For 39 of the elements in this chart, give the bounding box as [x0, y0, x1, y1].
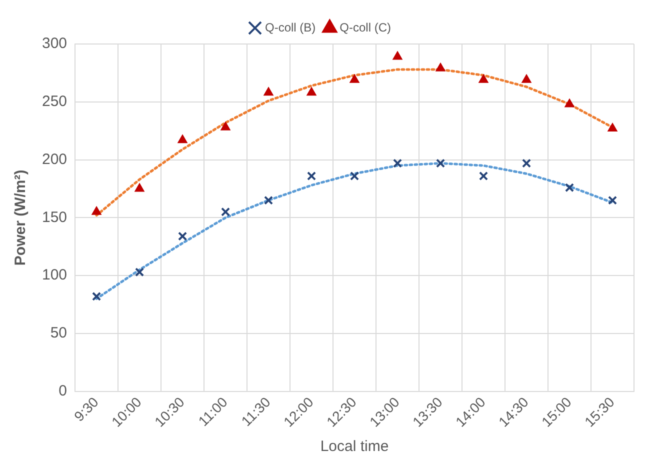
x-tick-label: 9:30: [70, 394, 102, 424]
point: [608, 196, 618, 205]
point: [350, 171, 360, 181]
point: [436, 62, 446, 72]
y-tick-label: 50: [50, 324, 68, 342]
point: [92, 206, 102, 215]
point: [436, 158, 446, 168]
point: [608, 123, 618, 132]
y-tick-label: 100: [42, 266, 68, 284]
point: [564, 183, 574, 192]
point: [306, 171, 316, 181]
y-tick-label: 250: [42, 93, 68, 110]
point: [478, 74, 488, 83]
point: [478, 171, 488, 181]
point: [134, 268, 144, 277]
point: [522, 74, 532, 83]
point: [220, 207, 230, 216]
x-axis-title: Local time: [320, 438, 389, 456]
y-tick-label: 300: [42, 35, 68, 52]
point: [220, 122, 230, 130]
line-series: [95, 162, 614, 300]
point: [392, 51, 402, 60]
point: [392, 158, 402, 168]
y-tick-label: 150: [42, 208, 68, 226]
point: [306, 87, 316, 96]
y-tick-label: 0: [58, 382, 68, 400]
point: [350, 74, 360, 83]
point: [178, 134, 188, 144]
point: [92, 292, 102, 301]
legend-label: Q-coll (C): [340, 20, 391, 34]
point: [564, 98, 574, 108]
point: [264, 196, 274, 205]
y-tick-label: 200: [42, 150, 68, 168]
y-axis-title: Power (W/m²): [12, 170, 30, 266]
legend-label: Q-coll (B): [265, 20, 316, 34]
point: [522, 158, 532, 168]
point: [134, 183, 144, 192]
point: [178, 232, 188, 241]
point: [264, 87, 274, 96]
